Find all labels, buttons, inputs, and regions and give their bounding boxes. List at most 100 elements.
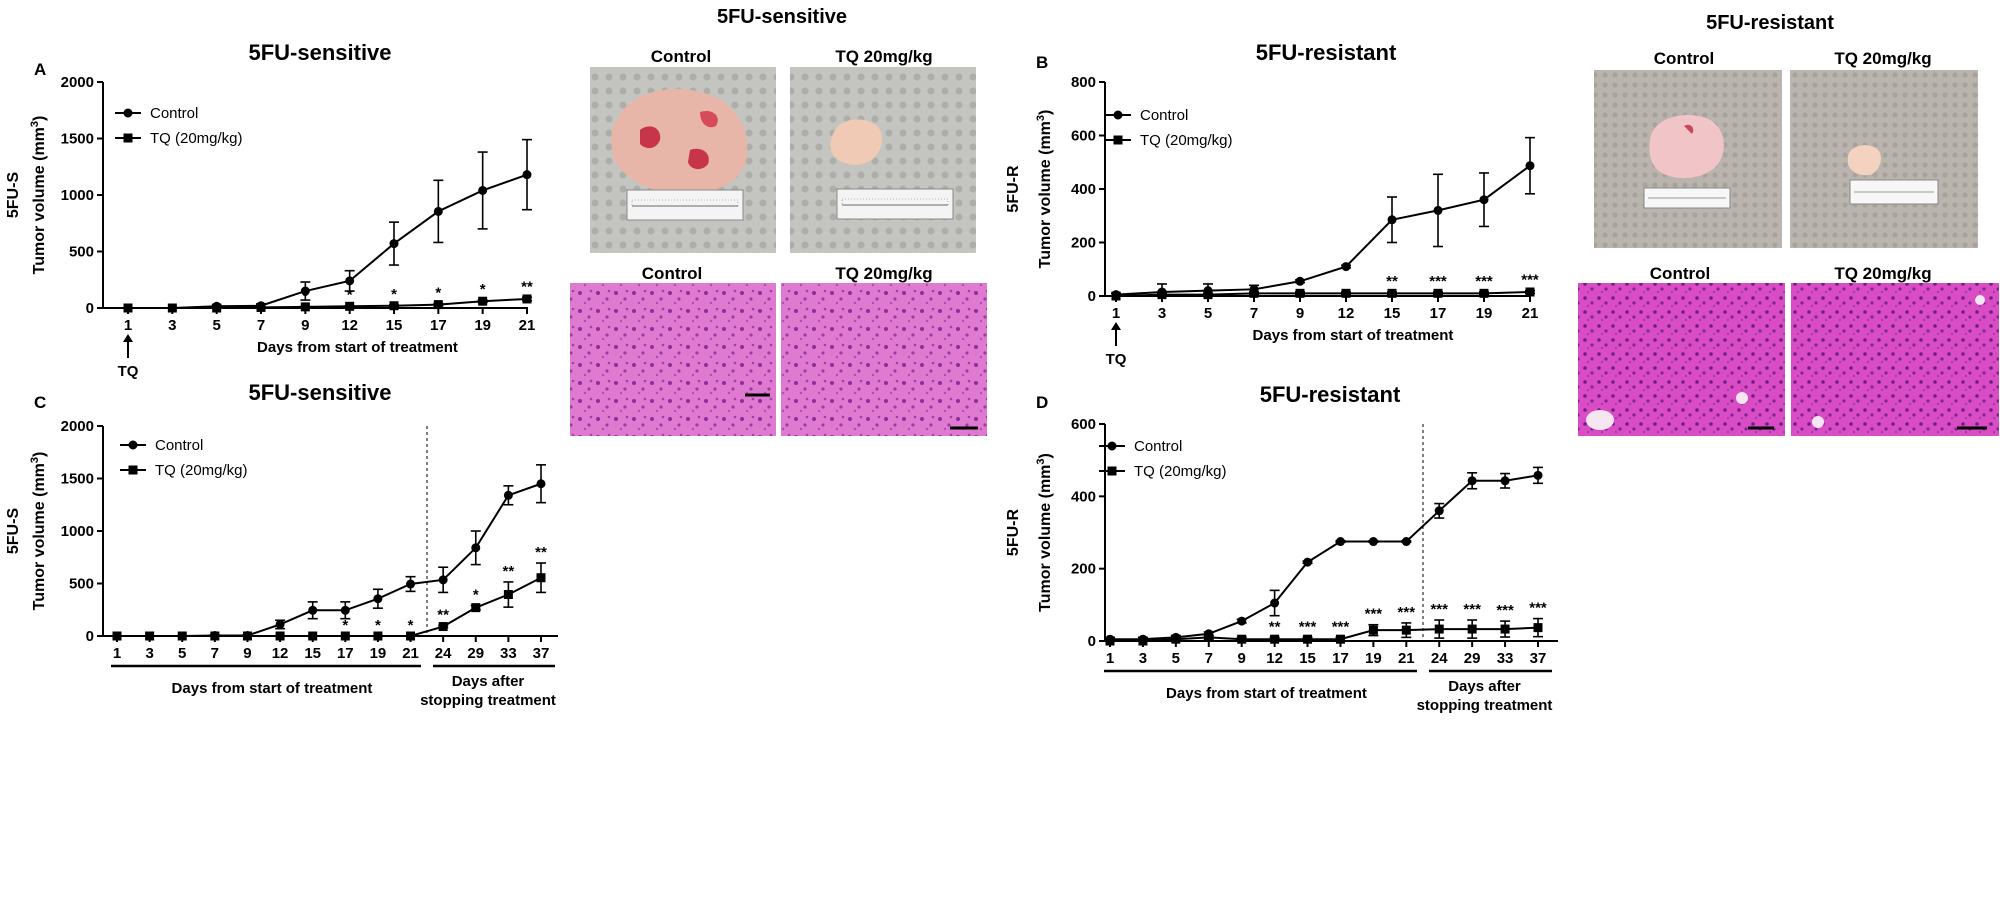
x-tick-label: 12: [1338, 305, 1355, 322]
x-tick-label: 12: [341, 317, 358, 334]
significance-marker: **: [1269, 618, 1281, 635]
legend-label: TQ (20mg/kg): [1134, 463, 1227, 480]
legend-item: TQ (20mg/kg): [115, 130, 243, 147]
data-point: [210, 631, 220, 641]
data-point: [275, 631, 285, 641]
x-axis-label-2: Days after: [452, 673, 525, 690]
x-tick-label: 37: [1530, 650, 1547, 667]
data-point: [1368, 537, 1378, 547]
legend-marker: [128, 465, 138, 475]
legend-marker: [128, 440, 138, 450]
histology-image-tq: [781, 283, 987, 436]
y-tick-label: 1000: [61, 187, 94, 204]
significance-marker: ***: [1332, 618, 1350, 635]
panel-letter: C: [34, 393, 46, 412]
x-tick-label: 17: [337, 645, 354, 662]
data-point: [1368, 625, 1378, 635]
chart-title: 5FU-sensitive: [248, 380, 391, 405]
x-tick-label: 5: [178, 645, 186, 662]
chart-panel-b: 5FU-resistant B 0 200 400 600 800 Tumor volume …: [1005, 40, 1539, 368]
data-point: [1387, 215, 1397, 225]
legend-label: TQ (20mg/kg): [1140, 132, 1233, 149]
data-point: [300, 302, 310, 312]
series-line: [117, 576, 542, 637]
x-axis-label: Days from start of treatment: [1166, 685, 1367, 702]
significance-marker: **: [437, 607, 449, 624]
legend-marker: [1113, 135, 1123, 145]
significance-marker: **: [1386, 273, 1398, 290]
x-tick-label: 1: [124, 317, 132, 334]
data-point: [1341, 262, 1351, 272]
data-point: [167, 303, 177, 313]
significance-marker: **: [521, 278, 533, 295]
x-tick-label: 29: [1464, 650, 1481, 667]
photo-header-resistant: 5FU-resistant: [1706, 12, 1834, 34]
y-tick-label: 0: [86, 300, 94, 317]
significance-marker: *: [391, 286, 397, 303]
x-tick-label: 9: [1296, 305, 1304, 322]
series-tq: [1105, 617, 1543, 646]
data-point: [1335, 634, 1345, 644]
significance-marker: *: [408, 617, 414, 634]
x-tick-label: 9: [243, 645, 251, 662]
chart-panel-a: 5FU-sensitive A 0 500 1000 1500 2000 Tumor volu…: [5, 40, 535, 380]
x-tick-label: 33: [1497, 650, 1514, 667]
legend-item: TQ (20mg/kg): [120, 462, 248, 479]
y-group-label: 5FU-R: [1005, 165, 1022, 213]
data-point: [1533, 470, 1543, 480]
y-group-label: 5FU-S: [5, 508, 22, 555]
chart-title: 5FU-sensitive: [248, 40, 391, 65]
data-point: [1434, 624, 1444, 634]
x-tick-label: 12: [272, 645, 289, 662]
legend-item: Control: [120, 437, 203, 454]
significance-marker: ***: [1463, 601, 1481, 618]
series-line: [117, 482, 542, 637]
data-point: [1138, 636, 1148, 646]
data-point: [522, 170, 532, 180]
data-point: [242, 631, 252, 641]
tumor-photo-control: [1594, 70, 1782, 248]
data-point: [406, 579, 416, 589]
series-line: [1115, 290, 1531, 297]
photo-header-sensitive: 5FU-sensitive: [717, 6, 847, 28]
tumor-photo-control: [590, 67, 776, 253]
x-tick-label: 21: [402, 645, 419, 662]
legend-marker: [1107, 466, 1117, 476]
data-point: [522, 294, 532, 304]
treatment-arrow-head: [1111, 322, 1121, 330]
y-axis-label: Tumor volume (mm3): [29, 452, 48, 611]
data-point: [1157, 290, 1167, 300]
legend-label: TQ (20mg/kg): [155, 462, 248, 479]
data-point: [1249, 288, 1259, 298]
data-point: [345, 276, 355, 286]
x-tick-label: 17: [1430, 305, 1447, 322]
series-tq: [112, 562, 546, 641]
series-line: [128, 297, 528, 309]
data-point: [177, 631, 187, 641]
data-point: [345, 301, 355, 311]
y-axis-label: Tumor volume (mm3): [29, 116, 48, 275]
x-tick-label: 7: [1205, 650, 1213, 667]
legend-marker: [1113, 110, 1123, 120]
legend-item: TQ (20mg/kg): [1105, 132, 1233, 149]
data-point: [471, 603, 481, 613]
data-point: [112, 631, 122, 641]
data-point: [123, 303, 133, 313]
data-point: [1237, 634, 1247, 644]
y-axis-label: Tumor volume (mm3): [1035, 110, 1054, 269]
data-point: [1401, 625, 1411, 635]
photo-label-control: Control: [651, 47, 711, 66]
x-tick-label: 33: [500, 645, 517, 662]
x-tick-label: 7: [1250, 305, 1258, 322]
data-point: [406, 631, 416, 641]
y-tick-label: 500: [69, 244, 94, 261]
histology-label-control: Control: [1650, 264, 1710, 283]
significance-marker: *: [347, 287, 353, 304]
chart-title: 5FU-resistant: [1260, 382, 1401, 407]
panel-letter: A: [34, 60, 46, 79]
significance-marker: ***: [1430, 601, 1448, 618]
data-point: [1387, 288, 1397, 298]
y-tick-label: 200: [1071, 235, 1096, 252]
data-point: [1525, 287, 1535, 297]
series-line: [1110, 626, 1539, 642]
